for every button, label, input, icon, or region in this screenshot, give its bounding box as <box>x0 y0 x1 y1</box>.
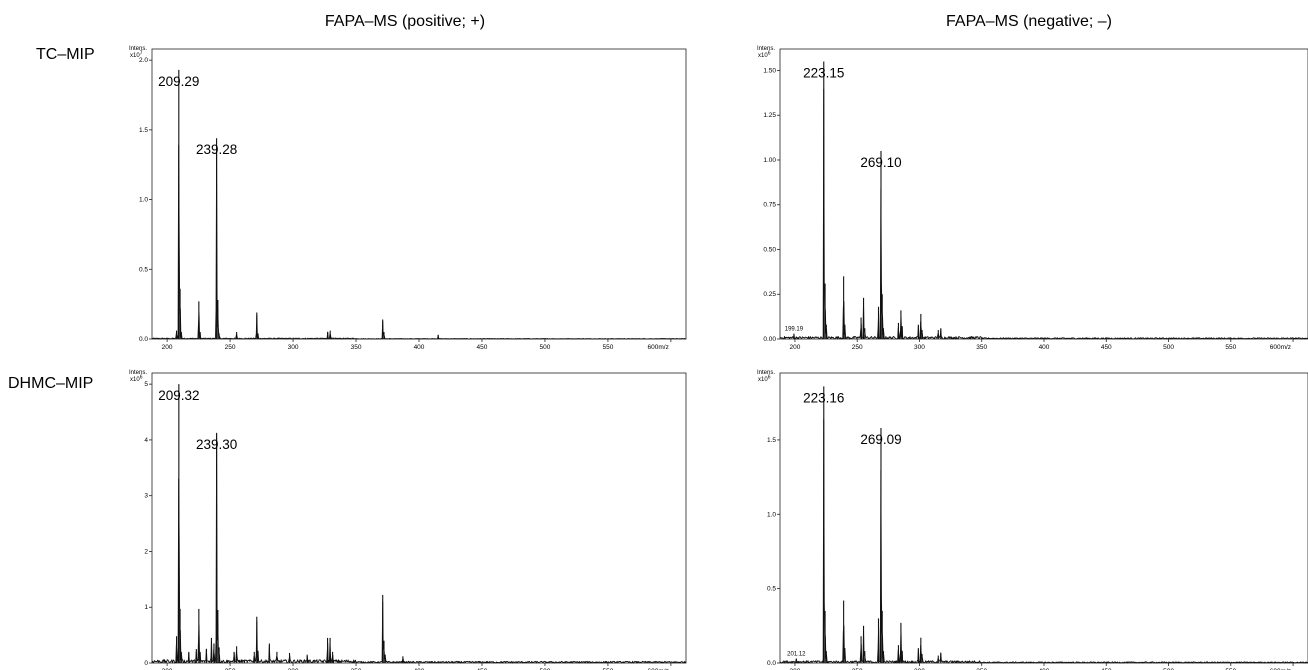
spectrum-panel-dhmc-mip-positive: 200 250 300 350 400 450 500 550 600m/z 0 1 2 3 4 5 Inte… <box>129 370 687 670</box>
y-tick-label: 0.5 <box>139 266 148 273</box>
y-tick-label: 2.0 <box>139 57 148 64</box>
x-tick-label: 400 <box>414 344 425 351</box>
y-axis-label-intens: Intens. <box>129 46 147 52</box>
x-tick-label: 500 <box>540 344 551 351</box>
spectrum-panel-tc-mip-negative: 200 250 300 350 400 450 500 550 600m/z 0.00 0.25 0.… <box>757 46 1308 351</box>
peak-label: 209.32 <box>158 388 199 403</box>
x-tick-label: 300 <box>914 344 925 351</box>
x-tick-label: 250 <box>852 668 863 670</box>
y-tick-label: 2 <box>144 548 148 555</box>
y-tick-label: 0.5 <box>767 586 776 593</box>
peak-label: 223.16 <box>803 390 844 405</box>
x-tick-label: 300 <box>288 668 299 670</box>
peak-label: 239.28 <box>196 142 237 157</box>
y-axis-label-intens: Intens. <box>757 46 775 52</box>
y-axis-scale-factor: x106 <box>758 375 771 384</box>
peak-label: 269.09 <box>860 432 901 447</box>
y-tick-label: 1.00 <box>763 157 776 164</box>
x-tick-label: 600m/z <box>648 668 669 670</box>
x-tick-label: 350 <box>976 668 987 670</box>
x-tick-label: 500 <box>540 668 551 670</box>
x-tick-label: 300 <box>914 668 925 670</box>
x-tick-label: 450 <box>1101 668 1112 670</box>
y-tick-label: 0.75 <box>763 202 776 209</box>
x-tick-label: 550 <box>1225 344 1236 351</box>
y-axis-label-intens: Intens. <box>757 370 775 376</box>
x-tick-label: 500 <box>1163 668 1174 670</box>
x-tick-label: 600m/z <box>1270 344 1291 351</box>
plot-frame <box>151 48 687 340</box>
y-tick-label: 0.00 <box>763 336 776 343</box>
y-axis-scale-factor: x106 <box>130 375 143 384</box>
y-tick-label: 1.5 <box>139 127 148 134</box>
x-tick-label: 300 <box>288 344 299 351</box>
x-tick-label: 600m/z <box>648 344 669 351</box>
x-tick-label: 450 <box>477 344 488 351</box>
spectrum-trace <box>779 88 1308 340</box>
y-axis-label-intens: Intens. <box>129 370 147 376</box>
y-axis-scale-factor: x107 <box>130 51 143 60</box>
x-tick-label: 250 <box>852 344 863 351</box>
x-tick-label: 450 <box>1101 344 1112 351</box>
y-tick-label: 0.0 <box>139 336 148 343</box>
x-tick-label: 200 <box>790 344 801 351</box>
y-tick-label: 1.0 <box>767 511 776 518</box>
plot-frame <box>779 372 1308 664</box>
column-title-positive: FAPA–MS (positive; +) <box>325 13 485 30</box>
y-axis-scale-factor: x106 <box>758 51 771 60</box>
x-tick-label: 500 <box>1163 344 1174 351</box>
spectrum-trace <box>779 419 1308 664</box>
y-tick-label: 5 <box>144 381 148 388</box>
y-tick-label: 4 <box>144 437 148 444</box>
peak-label: 223.15 <box>803 66 844 81</box>
x-tick-label: 350 <box>976 344 987 351</box>
peak-label: 269.10 <box>860 155 901 170</box>
spectrum-panel-tc-mip-positive: 200 250 300 350 400 450 500 550 600m/z 0.0 0.5 1.0 1… <box>129 46 687 351</box>
plot-frame <box>151 372 687 664</box>
spectrum-trace <box>151 432 687 664</box>
y-tick-label: 1.50 <box>763 67 776 74</box>
x-tick-label: 550 <box>602 668 613 670</box>
y-tick-label: 0.0 <box>767 660 776 667</box>
peak-label: 209.29 <box>158 74 199 89</box>
spectrum-panel-dhmc-mip-negative: 200 250 300 350 400 450 500 550 600m/z 0.0 0.5 1.0 1… <box>757 370 1308 670</box>
x-tick-label: 200 <box>162 668 173 670</box>
y-tick-label: 0.25 <box>763 291 776 298</box>
x-tick-label: 550 <box>602 344 613 351</box>
row-label-dhmc-mip: DHMC–MIP <box>8 375 93 392</box>
x-tick-label: 350 <box>351 668 362 670</box>
x-tick-label: 400 <box>1039 344 1050 351</box>
x-tick-label: 400 <box>1039 668 1050 670</box>
y-tick-label: 1.5 <box>767 437 776 444</box>
y-tick-label: 1.25 <box>763 112 776 119</box>
minor-peak-label: 201.12 <box>787 652 806 658</box>
plot-frame <box>779 48 1308 340</box>
peak-label: 239.30 <box>196 437 237 452</box>
x-tick-label: 200 <box>162 344 173 351</box>
y-tick-label: 3 <box>144 493 148 500</box>
y-tick-label: 1 <box>144 604 148 611</box>
x-tick-label: 600m/z <box>1270 668 1291 670</box>
x-tick-label: 200 <box>790 668 801 670</box>
column-title-negative: FAPA–MS (negative; –) <box>946 13 1112 30</box>
y-tick-label: 0.50 <box>763 246 776 253</box>
row-label-tc-mip: TC–MIP <box>36 46 95 63</box>
x-tick-label: 250 <box>225 344 236 351</box>
y-tick-label: 0 <box>144 660 148 667</box>
y-tick-label: 1.0 <box>139 197 148 204</box>
x-tick-label: 400 <box>414 668 425 670</box>
spectrum-trace <box>151 144 687 340</box>
x-tick-label: 350 <box>351 344 362 351</box>
x-tick-label: 450 <box>477 668 488 670</box>
minor-peak-label: 199.19 <box>785 327 804 333</box>
x-tick-label: 550 <box>1225 668 1236 670</box>
x-tick-label: 250 <box>225 668 236 670</box>
